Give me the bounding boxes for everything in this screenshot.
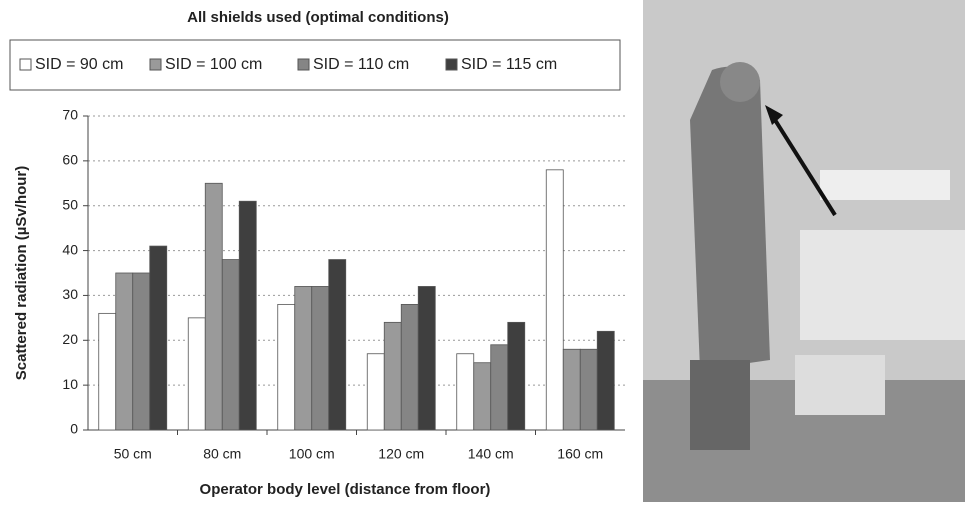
legend-label: SID = 100 cm	[165, 56, 262, 73]
bar	[133, 273, 150, 430]
legend-label: SID = 90 cm	[35, 56, 123, 73]
x-tick-label: 80 cm	[203, 446, 241, 462]
bar	[580, 349, 597, 430]
y-tick-label: 20	[62, 331, 78, 347]
bar	[418, 286, 435, 430]
bar	[312, 286, 329, 430]
bar	[384, 322, 401, 430]
y-axis-title: Scattered radiation (µSv/hour)	[13, 166, 30, 381]
y-tick-label: 60	[62, 152, 78, 168]
bar	[278, 304, 295, 430]
chart-title: All shields used (optimal conditions)	[187, 9, 449, 26]
x-tick-label: 100 cm	[289, 446, 335, 462]
photo	[643, 0, 965, 502]
figure: All shields used (optimal conditions) Op…	[0, 0, 965, 502]
x-axis-title: Operator body level (distance from floor…	[200, 481, 491, 498]
x-tick-label: 140 cm	[468, 446, 514, 462]
bar	[546, 170, 563, 430]
legend-label: SID = 110 cm	[313, 56, 409, 73]
bar	[401, 304, 418, 430]
bar	[367, 354, 384, 430]
legend-swatch	[446, 59, 457, 70]
bar	[205, 183, 222, 430]
bar	[295, 286, 312, 430]
bar	[491, 345, 508, 430]
legend-label: SID = 115 cm	[461, 56, 557, 73]
y-tick-label: 50	[62, 196, 78, 212]
legend-swatch	[150, 59, 161, 70]
legend-swatch	[298, 59, 309, 70]
bar	[329, 260, 346, 430]
y-tick-label: 70	[62, 107, 78, 123]
bar	[239, 201, 256, 430]
y-tick-label: 10	[62, 376, 78, 392]
bar	[116, 273, 133, 430]
bar	[563, 349, 580, 430]
bar	[508, 322, 525, 430]
bar	[474, 363, 491, 430]
bar	[99, 313, 116, 430]
y-tick-label: 30	[62, 286, 78, 302]
legend-swatch	[20, 59, 31, 70]
y-tick-label: 40	[62, 241, 78, 257]
y-tick-label: 0	[70, 421, 78, 437]
x-tick-label: 50 cm	[114, 446, 152, 462]
bar	[457, 354, 474, 430]
bar	[188, 318, 205, 430]
bar	[150, 246, 167, 430]
x-tick-label: 120 cm	[378, 446, 424, 462]
bar	[222, 260, 239, 430]
x-tick-label: 160 cm	[557, 446, 603, 462]
bar	[597, 331, 614, 430]
